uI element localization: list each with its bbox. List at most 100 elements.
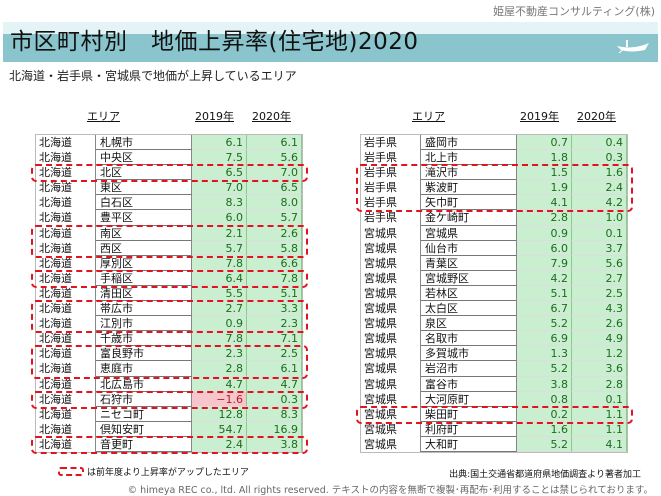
prefecture-cell: 北海道 <box>36 285 96 302</box>
value-2020-cell: 3.3 <box>247 301 302 317</box>
value-2019-cell: 0.9 <box>192 316 247 332</box>
value-2020-cell: 6.5 <box>247 180 302 196</box>
value-2020-cell: 2.7 <box>572 270 627 286</box>
value-2019-cell: 5.5 <box>192 285 247 302</box>
value-2019-cell: −1.6 <box>192 391 247 407</box>
table-row: 北海道 西区 5.7 5.8 <box>36 240 302 256</box>
source-note: 出典:国土交通省都道府県地価調査より著者加工 <box>449 470 641 480</box>
value-2020-cell: 5.6 <box>572 255 627 271</box>
value-2020-cell: 3.8 <box>247 436 302 452</box>
value-2020-cell: 8.3 <box>247 406 302 422</box>
prefecture-cell: 岩手県 <box>361 150 421 166</box>
value-2019-cell: 6.9 <box>517 331 572 347</box>
table-row: 北海道 富良野市 2.3 2.5 <box>36 346 302 362</box>
city-cell: 札幌市 <box>96 135 192 151</box>
table-row: 宮城県 大和町 5.2 4.1 <box>361 436 627 452</box>
prefecture-cell: 宮城県 <box>361 406 421 422</box>
value-2019-cell: 5.7 <box>192 240 247 256</box>
value-2020-cell: 5.6 <box>247 150 302 166</box>
value-2019-cell: 6.7 <box>517 301 572 317</box>
value-2019-cell: 6.1 <box>192 135 247 151</box>
prefecture-cell: 北海道 <box>36 255 96 271</box>
header-area: エリア <box>412 110 445 123</box>
table-row: 北海道 中央区 7.5 5.6 <box>36 150 302 166</box>
city-cell: 富谷市 <box>421 376 517 392</box>
table-row: 北海道 ニセコ町 12.8 8.3 <box>36 406 302 422</box>
value-2019-cell: 1.8 <box>517 150 572 166</box>
value-2019-cell: 4.2 <box>517 270 572 286</box>
prefecture-cell: 北海道 <box>36 406 96 422</box>
table-row: 岩手県 矢巾町 4.1 4.2 <box>361 195 627 211</box>
value-2020-cell: 0.3 <box>247 391 302 407</box>
dashed-highlight-sample-icon <box>58 467 84 476</box>
value-2020-cell: 5.1 <box>247 285 302 302</box>
value-2019-cell: 5.2 <box>517 316 572 332</box>
table-row: 北海道 豊平区 6.0 5.7 <box>36 210 302 226</box>
value-2019-cell: 7.0 <box>192 180 247 196</box>
prefecture-cell: 岩手県 <box>361 165 421 181</box>
value-2020-cell: 7.0 <box>247 165 302 181</box>
table-row: 岩手県 紫波町 1.9 2.4 <box>361 180 627 196</box>
table-row: 宮城県 宮城野区 4.2 2.7 <box>361 270 627 286</box>
header-area: エリア <box>87 110 120 123</box>
prefecture-cell: 北海道 <box>36 346 96 362</box>
city-cell: 青葉区 <box>421 255 517 271</box>
value-2019-cell: 7.8 <box>192 255 247 271</box>
legend: は前年度より上昇率がアップしたエリア <box>58 465 249 478</box>
value-2019-cell: 6.0 <box>517 240 572 256</box>
table-row: 北海道 東区 7.0 6.5 <box>36 180 302 196</box>
table-row: 宮城県 岩沼市 5.2 3.6 <box>361 361 627 377</box>
table-row: 北海道 音更町 2.4 3.8 <box>36 436 302 452</box>
value-2020-cell: 1.1 <box>572 406 627 422</box>
value-2019-cell: 8.3 <box>192 195 247 211</box>
prefecture-cell: 岩手県 <box>361 135 421 151</box>
value-2020-cell: 1.6 <box>572 165 627 181</box>
city-cell: 恵庭市 <box>96 361 192 377</box>
table-body: 岩手県 盛岡市 0.7 0.4 岩手県 北上市 1.8 0.3 岩手県 滝沢市 1.5 1.6 岩手県紫… <box>360 134 628 453</box>
value-2019-cell: 1.9 <box>517 180 572 196</box>
value-2020-cell: 4.2 <box>572 195 627 211</box>
table-row: 宮城県 太白区 6.7 4.3 <box>361 301 627 317</box>
city-cell: 豊平区 <box>96 210 192 226</box>
prefecture-cell: 北海道 <box>36 210 96 226</box>
prefecture-cell: 宮城県 <box>361 316 421 332</box>
prefecture-cell: 宮城県 <box>361 436 421 452</box>
value-2019-cell: 1.5 <box>517 165 572 181</box>
value-2020-cell: 7.1 <box>247 331 302 347</box>
prefecture-cell: 宮城県 <box>361 270 421 286</box>
prefecture-cell: 北海道 <box>36 225 96 241</box>
table-row: 宮城県 若林区 5.1 2.5 <box>361 285 627 302</box>
value-2019-cell: 0.9 <box>517 225 572 241</box>
city-cell: 石狩市 <box>96 391 192 407</box>
header-2020: 2020年 <box>252 110 291 123</box>
value-2020-cell: 3.7 <box>572 240 627 256</box>
prefecture-cell: 宮城県 <box>361 376 421 392</box>
prefecture-cell: 北海道 <box>36 180 96 196</box>
table-row: 北海道 北区 6.5 7.0 <box>36 165 302 181</box>
header-2020: 2020年 <box>577 110 616 123</box>
city-cell: 若林区 <box>421 285 517 302</box>
city-cell: 仙台市 <box>421 240 517 256</box>
prefecture-cell: 宮城県 <box>361 331 421 347</box>
table-row: 北海道 恵庭市 2.8 6.1 <box>36 361 302 377</box>
city-cell: 厚別区 <box>96 255 192 271</box>
prefecture-cell: 北海道 <box>36 301 96 317</box>
value-2020-cell: 2.3 <box>247 316 302 332</box>
value-2019-cell: 5.1 <box>517 285 572 302</box>
prefecture-cell: 北海道 <box>36 150 96 166</box>
prefecture-cell: 宮城県 <box>361 285 421 302</box>
table-row: 北海道 石狩市 −1.6 0.3 <box>36 391 302 407</box>
city-cell: 手稲区 <box>96 270 192 286</box>
value-2020-cell: 6.6 <box>247 255 302 271</box>
city-cell: 多賀城市 <box>421 346 517 362</box>
value-2019-cell: 7.5 <box>192 150 247 166</box>
header-2019: 2019年 <box>520 110 559 123</box>
city-cell: 音更町 <box>96 436 192 452</box>
value-2019-cell: 4.7 <box>192 376 247 392</box>
city-cell: 北区 <box>96 165 192 181</box>
city-cell: 金ケ崎町 <box>421 210 517 226</box>
city-cell: 矢巾町 <box>421 195 517 211</box>
prefecture-cell: 北海道 <box>36 391 96 407</box>
prefecture-cell: 北海道 <box>36 165 96 181</box>
value-2019-cell: 2.3 <box>192 346 247 362</box>
